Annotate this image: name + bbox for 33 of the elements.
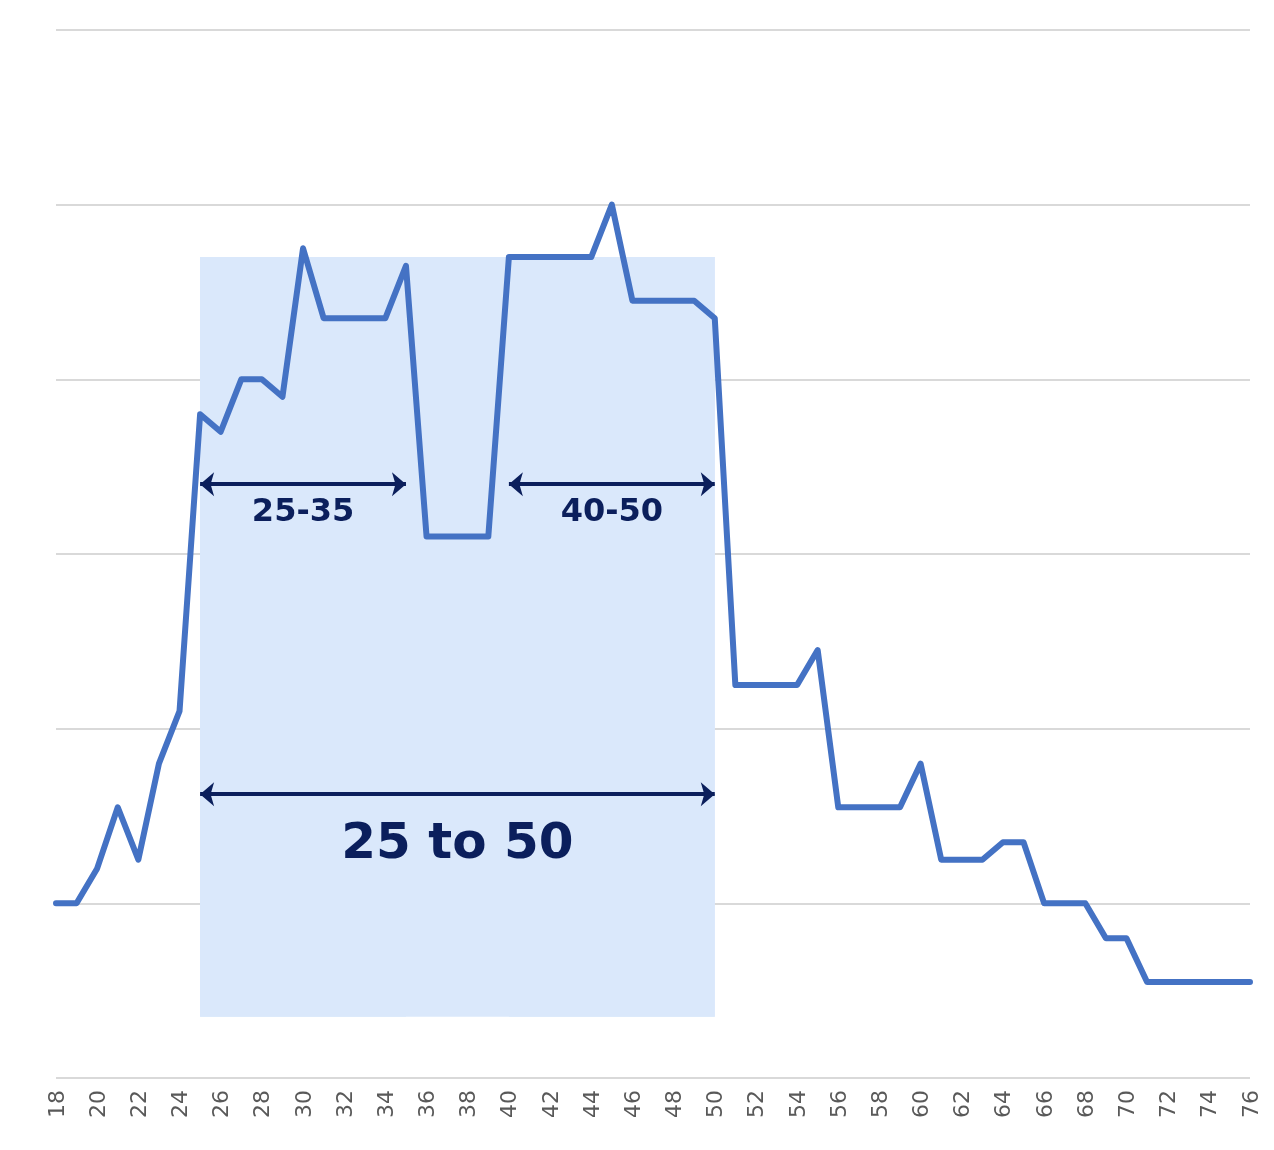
band-label: 25-35 — [251, 491, 355, 530]
x-tick-label: 30 — [290, 1090, 316, 1118]
x-tick-label: 72 — [1155, 1090, 1181, 1118]
x-tick-label: 66 — [1031, 1090, 1057, 1118]
x-tick-label: 64 — [990, 1090, 1016, 1118]
x-tick-label: 36 — [414, 1090, 440, 1118]
x-tick-label: 52 — [743, 1090, 769, 1118]
x-tick-label: 34 — [372, 1090, 398, 1118]
x-tick-label: 54 — [784, 1090, 810, 1118]
x-tick-label: 58 — [866, 1090, 892, 1118]
x-tick-label: 18 — [43, 1090, 69, 1118]
x-tick-label: 42 — [537, 1090, 563, 1118]
x-tick-label: 76 — [1237, 1090, 1263, 1118]
band-label: 40-50 — [560, 491, 663, 530]
x-tick-label: 68 — [1072, 1090, 1098, 1118]
x-tick-label: 46 — [619, 1090, 645, 1118]
x-tick-label: 38 — [455, 1090, 481, 1118]
x-tick-label: 60 — [908, 1090, 934, 1118]
x-tick-label: 28 — [249, 1090, 275, 1118]
x-tick-label: 24 — [167, 1090, 193, 1118]
x-tick-label: 22 — [125, 1090, 151, 1118]
x-tick-label: 40 — [496, 1090, 522, 1118]
x-tick-label: 20 — [84, 1090, 110, 1118]
x-tick-label: 74 — [1196, 1090, 1222, 1118]
x-tick-label: 26 — [208, 1090, 234, 1118]
x-tick-label: 48 — [661, 1090, 687, 1118]
x-tick-label: 70 — [1113, 1090, 1139, 1118]
x-tick-label: 62 — [949, 1090, 975, 1118]
x-tick-label: 32 — [331, 1090, 357, 1118]
x-tick-label: 56 — [825, 1090, 851, 1118]
x-tick-label: 50 — [702, 1090, 728, 1118]
band-label: 25 to 50 — [341, 812, 574, 871]
x-tick-label: 44 — [578, 1090, 604, 1118]
